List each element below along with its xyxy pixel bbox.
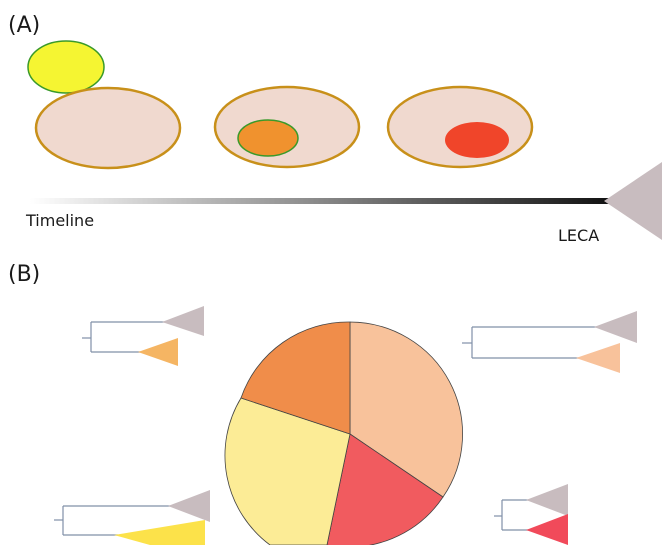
tree-top-right-orange-clade [576,343,620,373]
pie-chart [225,322,463,545]
tree-top-left-grey-clade [162,306,204,336]
leca-label: LECA [558,226,599,245]
red-nucleus [445,122,509,158]
tree-bottom-right-grey-clade [526,484,568,516]
tree-bottom-left-yellow-clade [114,520,205,545]
panel-a-label: (A) [8,13,40,38]
tree-bottom-left-grey-clade [168,490,210,522]
timeline-bar [30,198,612,204]
panel-b-label: (B) [8,262,40,287]
yellow-cell [28,41,104,93]
orange-nucleus [238,120,298,156]
leca-triangle [604,162,662,240]
tree-top-right-grey-clade [594,311,637,343]
cell-1 [36,88,180,168]
tree-bottom-right-red-clade [526,514,568,545]
timeline-label: Timeline [25,211,94,230]
tree-bottom-right [494,500,530,530]
tree-top-right [462,327,598,358]
tree-top-left-orange-clade [138,338,178,366]
